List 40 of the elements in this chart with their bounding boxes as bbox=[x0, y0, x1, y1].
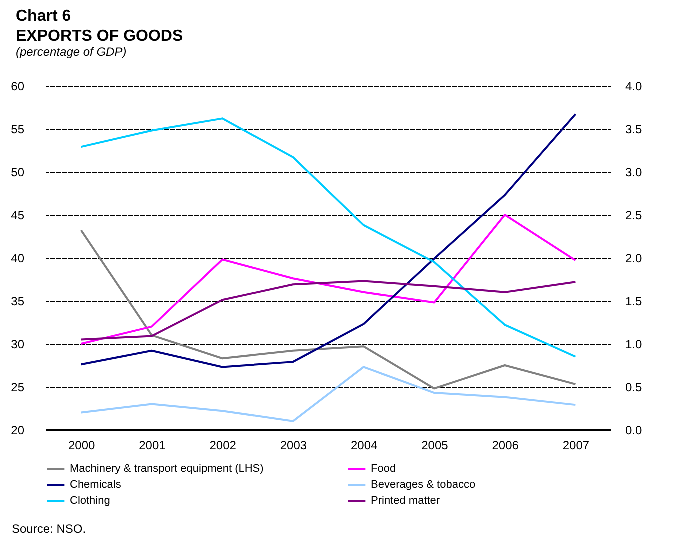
legend-label: Food bbox=[371, 463, 396, 475]
legend-label: Machinery & transport equipment (LHS) bbox=[70, 463, 264, 475]
y2-tick-label: 1.5 bbox=[626, 294, 643, 308]
x-tick-label: 2001 bbox=[139, 438, 166, 452]
y2-tick-label: 0.0 bbox=[626, 424, 643, 438]
y2-tick-label: 2.0 bbox=[626, 252, 643, 266]
y-tick-label: 40 bbox=[11, 252, 25, 266]
y-tick-label: 60 bbox=[11, 80, 25, 94]
y2-tick-label: 4.0 bbox=[626, 80, 643, 94]
x-tick-label: 2002 bbox=[210, 438, 237, 452]
y-tick-label: 50 bbox=[11, 166, 25, 180]
text: (percentage of GDP) bbox=[16, 45, 127, 59]
y2-tick-label: 0.5 bbox=[626, 380, 643, 394]
line-series bbox=[80, 280, 577, 341]
legend-label: Chemicals bbox=[70, 479, 122, 491]
line-series bbox=[80, 229, 577, 390]
y-tick-label: 55 bbox=[11, 122, 25, 136]
chart-subtitle: EXPORTS OF GOODS bbox=[16, 28, 184, 45]
y-tick-label: 20 bbox=[11, 424, 25, 438]
chart-title: Chart 6 bbox=[16, 8, 72, 25]
x-tick-label: 2007 bbox=[562, 438, 590, 452]
y2-tick-label: 3.0 bbox=[626, 166, 643, 180]
line-series bbox=[80, 366, 577, 422]
x-tick-label: 2005 bbox=[422, 438, 449, 452]
y-tick-label: 25 bbox=[11, 380, 25, 394]
x-tick-label: 2004 bbox=[350, 438, 378, 452]
line-series bbox=[80, 214, 577, 345]
x-tick-label: 2003 bbox=[280, 438, 308, 452]
legend-label: Beverages & tobacco bbox=[371, 479, 476, 491]
y2-tick-label: 3.5 bbox=[626, 122, 643, 136]
y2-tick-label: 1.0 bbox=[626, 338, 643, 352]
y-tick-label: 45 bbox=[11, 208, 25, 222]
source-note: Source: NSO. bbox=[12, 522, 88, 536]
legend-label: Clothing bbox=[70, 495, 110, 507]
y-tick-label: 35 bbox=[11, 294, 25, 308]
x-tick-label: 2006 bbox=[492, 438, 520, 452]
y2-tick-label: 2.5 bbox=[626, 208, 643, 222]
y-tick-label: 30 bbox=[11, 338, 25, 352]
legend-label: Printed matter bbox=[371, 495, 440, 507]
x-tick-label: 2000 bbox=[68, 438, 96, 452]
